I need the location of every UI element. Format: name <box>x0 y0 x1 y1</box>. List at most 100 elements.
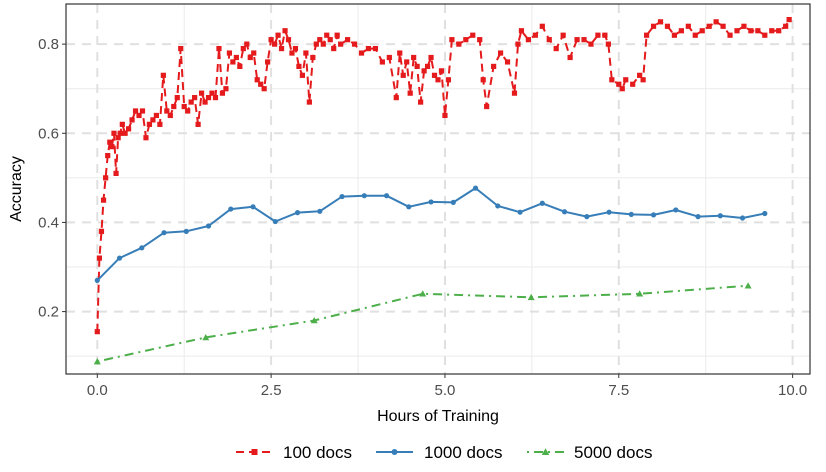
data-point-marker <box>713 19 719 25</box>
data-point-marker <box>122 130 128 136</box>
data-point-marker <box>546 37 552 43</box>
data-point-marker <box>623 77 629 83</box>
data-point-marker <box>595 32 601 38</box>
data-point-marker <box>271 41 278 47</box>
data-point-marker <box>650 23 657 29</box>
legend: 100 docs 1000 docs 5000 docs <box>236 443 652 462</box>
data-point-marker <box>174 95 180 101</box>
data-point-marker <box>324 32 330 38</box>
data-point-marker <box>630 81 636 87</box>
data-point-marker <box>310 317 318 324</box>
data-point-marker <box>299 72 306 78</box>
data-point-marker <box>105 152 111 159</box>
data-point-marker <box>393 95 399 101</box>
data-point-marker <box>282 28 288 34</box>
data-point-marker <box>515 41 521 47</box>
data-point-marker <box>261 86 267 92</box>
y-axis-title: Accuracy <box>8 156 25 222</box>
data-point-marker <box>313 41 319 47</box>
legend-label: 100 docs <box>283 443 352 462</box>
data-point-marker <box>619 86 625 92</box>
data-point-marker <box>561 209 568 215</box>
data-point-marker <box>706 23 712 29</box>
data-point-marker <box>605 41 611 47</box>
data-point-marker <box>185 108 191 114</box>
data-point-marker <box>278 45 285 52</box>
series-5000-docs <box>93 282 752 365</box>
y-tick-label: 0.4 <box>38 214 59 231</box>
data-point-marker <box>673 207 679 213</box>
data-point-marker <box>418 99 424 105</box>
data-point-marker <box>265 59 271 65</box>
data-point-marker <box>244 41 250 47</box>
data-point-marker <box>171 103 177 110</box>
data-point-marker <box>251 449 258 455</box>
data-point-marker <box>230 59 236 65</box>
data-point-marker <box>532 32 538 38</box>
data-point-marker <box>339 193 345 200</box>
data-point-marker <box>275 32 281 38</box>
data-point-marker <box>609 77 615 83</box>
data-point-marker <box>517 209 523 215</box>
data-point-marker <box>431 72 438 78</box>
data-point-marker <box>383 193 390 199</box>
data-point-marker <box>310 54 316 61</box>
data-point-marker <box>94 329 100 335</box>
data-point-marker <box>223 86 229 92</box>
data-point-marker <box>657 19 664 25</box>
data-point-marker <box>338 41 344 47</box>
data-point-marker <box>539 23 545 29</box>
data-point-marker <box>132 108 139 114</box>
data-point-marker <box>484 103 490 110</box>
data-point-marker <box>209 90 215 96</box>
legend-label: 1000 docs <box>424 443 502 462</box>
data-point-marker <box>198 90 205 96</box>
data-point-marker <box>294 210 301 216</box>
data-point-marker <box>776 28 782 34</box>
data-point-marker <box>119 121 125 127</box>
data-point-marker <box>111 130 117 136</box>
data-point-marker <box>285 37 292 43</box>
data-point-marker <box>404 59 410 65</box>
data-point-marker <box>139 108 146 114</box>
data-point-marker <box>541 448 550 455</box>
data-point-marker <box>115 135 121 141</box>
data-point-marker <box>372 45 379 52</box>
data-point-marker <box>616 81 622 87</box>
data-point-marker <box>525 37 531 43</box>
data-point-marker <box>567 54 573 61</box>
data-point-marker <box>103 175 109 181</box>
legend-entry: 1000 docs <box>376 443 502 462</box>
data-point-marker <box>643 32 650 38</box>
data-point-marker <box>125 126 132 132</box>
data-point-marker <box>205 95 212 101</box>
data-point-marker <box>720 23 726 29</box>
data-point-marker <box>424 63 431 70</box>
legend-entry: 5000 docs <box>527 443 652 462</box>
data-point-marker <box>251 50 257 56</box>
data-point-marker <box>727 32 733 38</box>
data-point-marker <box>136 112 142 119</box>
data-point-marker <box>480 77 486 83</box>
data-point-marker <box>327 37 333 43</box>
data-point-marker <box>419 290 427 297</box>
data-point-marker <box>699 28 705 34</box>
data-point-marker <box>250 204 256 210</box>
data-point-marker <box>296 63 302 70</box>
legend-entry: 100 docs <box>236 443 352 462</box>
data-point-marker <box>602 32 608 38</box>
data-point-marker <box>692 32 698 38</box>
series-line <box>96 19 790 332</box>
data-point-marker <box>783 23 789 29</box>
data-point-marker <box>504 59 511 65</box>
data-point-marker <box>146 121 153 127</box>
data-point-marker <box>240 45 246 52</box>
data-point-marker <box>734 28 740 34</box>
x-tick-label: 10.0 <box>778 382 807 399</box>
data-point-marker <box>456 41 462 47</box>
data-point-marker <box>671 32 678 38</box>
data-point-marker <box>739 215 746 221</box>
data-point-marker <box>511 90 518 96</box>
y-tick-label: 0.2 <box>38 304 59 321</box>
